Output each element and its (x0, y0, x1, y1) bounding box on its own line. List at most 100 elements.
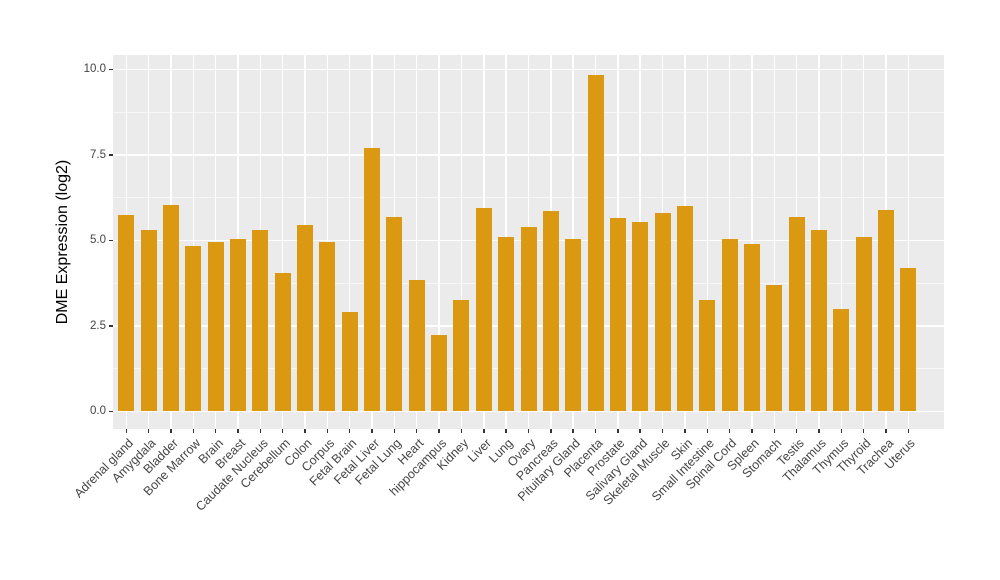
bar (118, 214, 135, 412)
x-tick (460, 429, 463, 433)
x-tick (192, 429, 195, 433)
bar (408, 279, 425, 412)
bar (252, 230, 269, 412)
x-tick (862, 429, 865, 433)
bar (520, 226, 537, 412)
y-tick (109, 68, 113, 71)
x-tick (483, 429, 485, 433)
bar (810, 230, 827, 412)
bar (364, 148, 381, 412)
x-tick (237, 429, 239, 433)
bar (721, 238, 738, 412)
gridline-vertical (840, 55, 842, 429)
gridline-minor (113, 111, 944, 113)
x-tick (728, 429, 731, 433)
x-tick (885, 429, 887, 433)
x-tick (349, 429, 351, 433)
x-tick (572, 429, 574, 433)
bar (319, 242, 336, 412)
bar (297, 225, 314, 412)
bar (855, 237, 872, 412)
bar (386, 216, 403, 412)
y-tick (109, 239, 113, 242)
gridline-major (113, 154, 944, 156)
gridline-vertical (751, 55, 753, 429)
x-tick (617, 429, 619, 433)
bar (788, 216, 805, 412)
bar (833, 308, 850, 412)
plot-area (113, 55, 944, 429)
bar (163, 204, 180, 412)
x-tick (259, 429, 262, 433)
x-tick (148, 429, 150, 433)
x-tick (907, 429, 909, 433)
bar (632, 221, 649, 412)
bar (542, 211, 559, 412)
y-tick (109, 325, 113, 327)
x-tick (840, 429, 842, 433)
bar (453, 300, 470, 412)
gridline-vertical (282, 55, 284, 429)
x-tick (795, 429, 798, 433)
bar (900, 267, 917, 412)
y-tick (109, 410, 113, 413)
gridline-vertical (192, 55, 195, 429)
bar (565, 238, 582, 412)
gridline-vertical (460, 55, 463, 429)
gridline-vertical (706, 55, 708, 429)
bar (431, 334, 448, 412)
y-tick-label: 5.0 (90, 234, 106, 246)
x-tick (326, 429, 329, 433)
gridline-vertical (349, 55, 351, 429)
bar (676, 206, 693, 412)
bar (609, 218, 626, 412)
x-tick (818, 429, 820, 433)
bar (274, 272, 291, 412)
y-tick-label: 7.5 (90, 148, 106, 161)
x-tick (594, 429, 597, 433)
gridline-minor (113, 197, 944, 199)
gridline-vertical (773, 55, 775, 429)
x-tick (684, 429, 686, 433)
x-tick (282, 429, 284, 433)
bar (587, 74, 604, 412)
bar (230, 238, 247, 412)
x-tick (416, 429, 418, 433)
bar (475, 208, 492, 412)
bar (185, 245, 202, 412)
x-tick (527, 429, 530, 433)
gridline-vertical (215, 55, 217, 429)
bar (498, 237, 515, 412)
x-tick (751, 429, 753, 433)
bar (699, 300, 716, 412)
gridline-major (113, 68, 944, 71)
bar (341, 312, 358, 412)
y-tick-label: 0.0 (90, 405, 106, 417)
y-tick-label: 2.5 (90, 319, 106, 332)
gridline-vertical (416, 55, 418, 429)
x-tick (661, 429, 664, 433)
x-tick (393, 429, 396, 433)
bar (207, 242, 224, 412)
gridline-major (113, 410, 944, 413)
x-tick (706, 429, 708, 433)
bar (743, 243, 760, 412)
x-tick (505, 429, 507, 433)
x-tick (773, 429, 775, 433)
bar (766, 284, 783, 412)
gridline-vertical (438, 55, 440, 429)
gridline-vertical (907, 55, 909, 429)
x-tick (215, 429, 217, 433)
x-tick (371, 429, 373, 433)
x-tick (639, 429, 641, 433)
x-tick (304, 429, 306, 433)
bar (140, 230, 157, 412)
bar (654, 213, 671, 412)
x-tick (438, 429, 440, 433)
x-tick (550, 429, 552, 433)
y-tick-label: 10.0 (83, 63, 106, 75)
bar (877, 209, 894, 412)
x-tick (170, 429, 172, 433)
gridline-vertical (326, 55, 329, 429)
